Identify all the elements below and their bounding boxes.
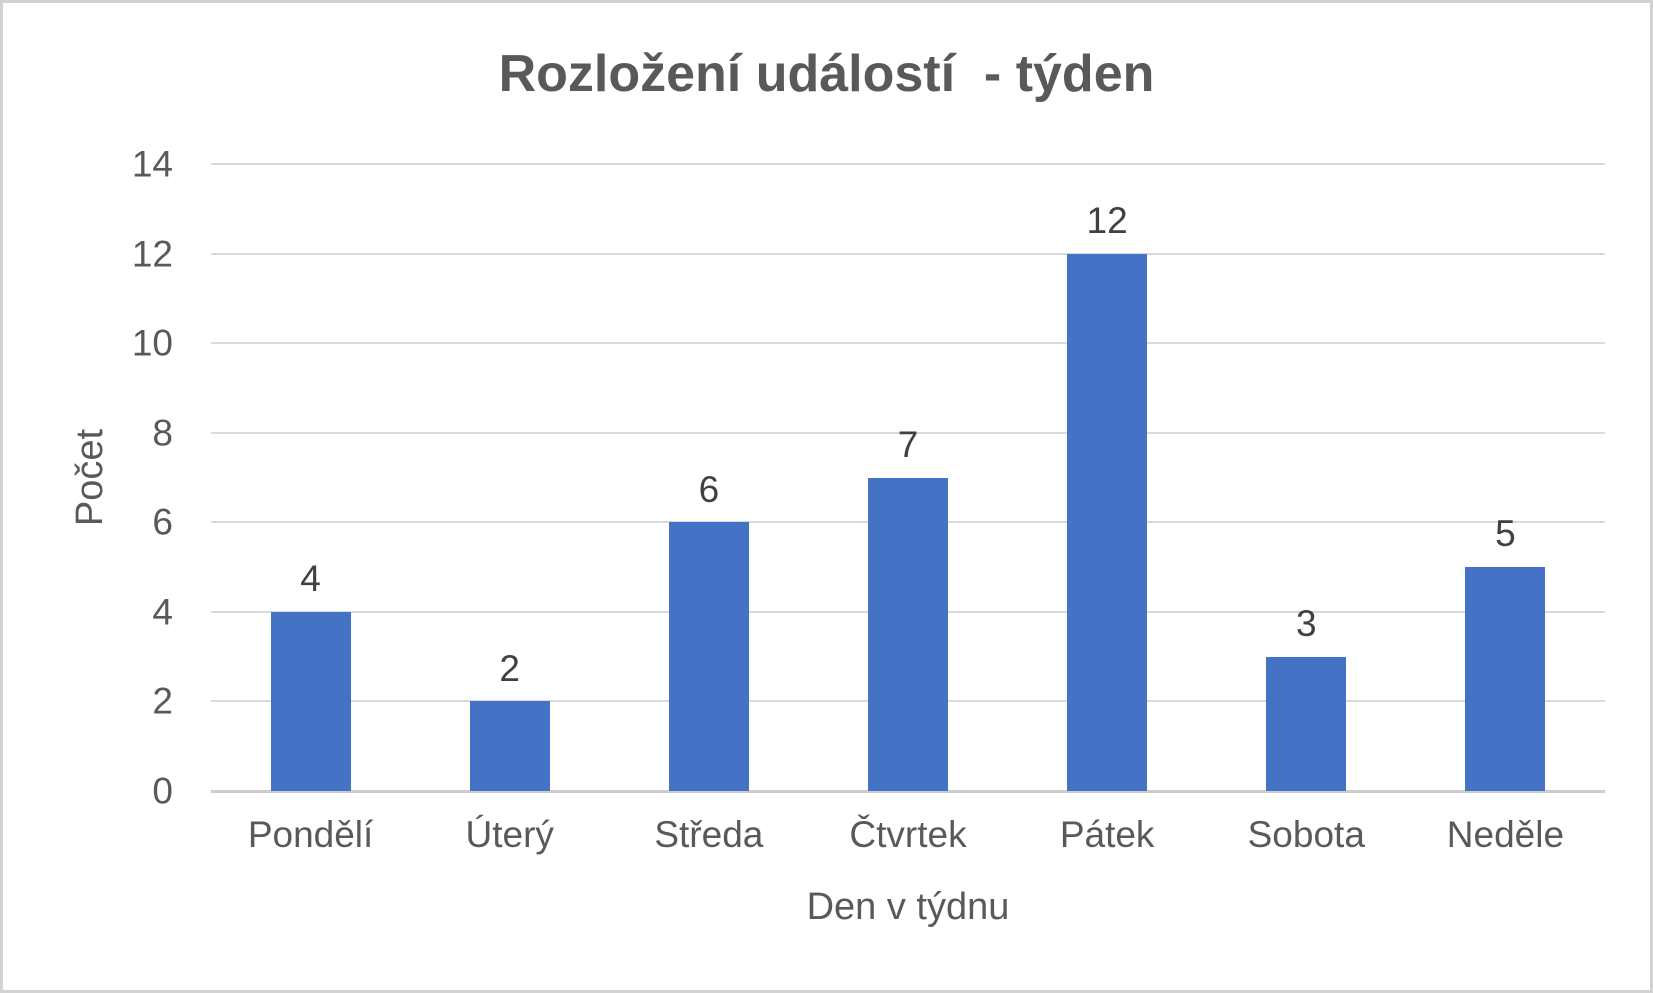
x-axis-tick-label: Středa: [654, 814, 764, 855]
bar-slot: 4: [211, 164, 410, 791]
bar-slot: 7: [808, 164, 1007, 791]
bar-value-label: 12: [1086, 199, 1128, 241]
y-axis-tick-label: 2: [152, 680, 173, 722]
y-axis-tick-label: 0: [152, 770, 173, 812]
y-axis-tick-label: 12: [131, 233, 173, 275]
x-axis-tick-label: Pondělí: [247, 814, 374, 855]
bar-value-label: 6: [698, 468, 720, 510]
chart-title: Rozložení událostí - týden: [498, 45, 1155, 103]
x-axis-tick-label: Sobota: [1247, 814, 1365, 855]
bar-series: 4 2 6 7 12 3 5: [211, 164, 1605, 791]
bar-value-label: 3: [1295, 602, 1317, 644]
y-axis-tick-labels: 0 2 4 6 8 10 12 14: [3, 146, 191, 810]
bar: [867, 477, 948, 791]
bar: [1465, 567, 1546, 791]
x-axis-tick-labels: Pondělí Úterý Středa Čtvrtek Pátek Sobota Nedě…: [211, 813, 1605, 857]
y-axis-tick-label: 4: [152, 591, 173, 633]
bar-slot: 3: [1207, 164, 1406, 791]
bar: [469, 701, 550, 791]
bar: [1067, 253, 1148, 791]
x-axis-title: Den v týdnu: [806, 886, 1010, 928]
bar: [668, 522, 749, 791]
bar-value-label: 5: [1495, 513, 1516, 555]
y-axis-tick-label: 6: [152, 501, 173, 543]
plot-area: 4 2 6 7 12 3 5: [211, 163, 1605, 793]
x-axis-tick-label: Neděle: [1446, 814, 1565, 855]
bar: [1266, 656, 1347, 791]
bar: [270, 611, 351, 791]
x-axis-tick-label: Čtvrtek: [849, 814, 967, 855]
x-axis-tick-label: Úterý: [465, 814, 554, 855]
y-axis-tick-label: 10: [131, 322, 173, 364]
bar-slot: 5: [1406, 164, 1605, 791]
x-axis-line: [211, 790, 1605, 793]
gridline: [211, 252, 1605, 255]
bar-value-label: 4: [300, 558, 321, 600]
bar-value-label: 7: [897, 423, 919, 465]
bar-slot: 2: [410, 164, 609, 791]
bar-value-label: 2: [499, 647, 520, 689]
gridline: [211, 342, 1605, 345]
bar-slot: 6: [609, 164, 808, 791]
y-axis-tick-label: 8: [152, 412, 173, 454]
bar-slot: 12: [1008, 164, 1207, 791]
x-axis-tick-label: Pátek: [1059, 814, 1155, 855]
gridline: [211, 163, 1605, 165]
gridline: [211, 431, 1605, 434]
y-axis-tick-label: 14: [131, 143, 173, 185]
